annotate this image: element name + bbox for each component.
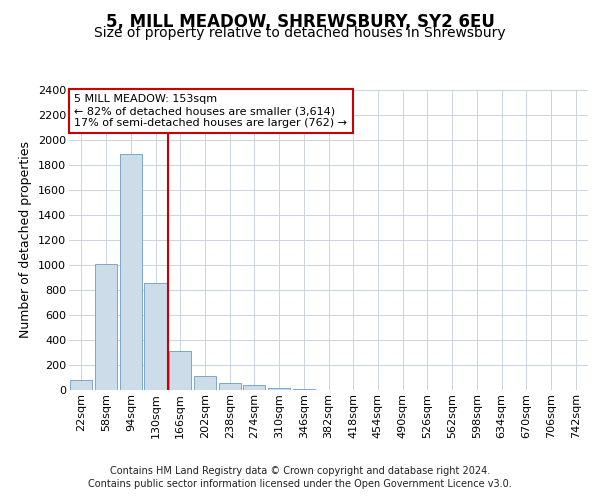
Bar xyxy=(243,385,265,390)
Bar xyxy=(119,154,142,390)
Bar xyxy=(293,389,315,390)
Text: 5 MILL MEADOW: 153sqm
← 82% of detached houses are smaller (3,614)
17% of semi-d: 5 MILL MEADOW: 153sqm ← 82% of detached … xyxy=(74,94,347,128)
Y-axis label: Number of detached properties: Number of detached properties xyxy=(19,142,32,338)
Text: Contains public sector information licensed under the Open Government Licence v3: Contains public sector information licen… xyxy=(88,479,512,489)
Text: 5, MILL MEADOW, SHREWSBURY, SY2 6EU: 5, MILL MEADOW, SHREWSBURY, SY2 6EU xyxy=(106,12,494,30)
Text: Size of property relative to detached houses in Shrewsbury: Size of property relative to detached ho… xyxy=(94,26,506,40)
Text: Contains HM Land Registry data © Crown copyright and database right 2024.: Contains HM Land Registry data © Crown c… xyxy=(110,466,490,476)
Bar xyxy=(194,376,216,390)
Bar xyxy=(70,380,92,390)
Bar xyxy=(268,388,290,390)
Bar xyxy=(218,383,241,390)
Bar xyxy=(169,351,191,390)
Bar xyxy=(145,282,167,390)
Bar xyxy=(95,264,117,390)
